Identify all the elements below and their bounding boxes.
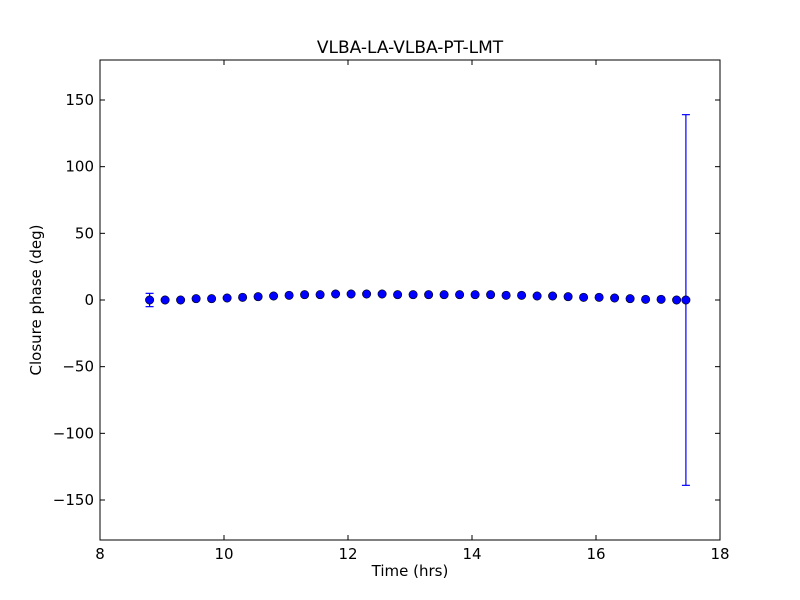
data-point <box>486 290 496 300</box>
data-point <box>579 292 589 302</box>
data-point <box>563 292 573 302</box>
x-tick-label: 18 <box>710 545 729 563</box>
data-point <box>222 293 232 303</box>
y-tick-label: −150 <box>53 491 94 509</box>
data-point <box>625 294 635 304</box>
data-point <box>594 292 604 302</box>
data-point <box>300 290 310 300</box>
y-tick-label: 100 <box>65 158 94 176</box>
y-tick-label: −100 <box>53 424 94 442</box>
data-point <box>672 295 682 305</box>
x-tick-label: 14 <box>462 545 481 563</box>
x-tick-label: 12 <box>338 545 357 563</box>
y-tick-label: 50 <box>75 224 94 242</box>
data-point <box>284 290 294 300</box>
data-point <box>517 290 527 300</box>
y-tick-label: 0 <box>84 291 94 309</box>
data-marks <box>145 114 691 486</box>
chart-title: VLBA-LA-VLBA-PT-LMT <box>317 38 504 58</box>
data-point <box>681 295 691 305</box>
data-point <box>439 290 449 300</box>
x-tick-label: 16 <box>586 545 605 563</box>
data-point <box>610 293 620 303</box>
y-tick-label: 150 <box>65 91 94 109</box>
data-point <box>331 289 341 299</box>
data-point <box>501 290 511 300</box>
data-point <box>548 291 558 301</box>
data-point <box>207 294 217 304</box>
x-axis-ticks: 8 10 12 14 16 18 <box>95 60 730 563</box>
x-axis-label: Time (hrs) <box>371 562 449 580</box>
data-point <box>269 291 279 301</box>
data-point <box>315 290 325 300</box>
data-point <box>641 294 651 304</box>
data-point <box>455 290 465 300</box>
data-point <box>346 289 356 299</box>
data-point <box>253 292 263 302</box>
data-point <box>470 290 480 300</box>
data-point <box>377 289 387 299</box>
data-point <box>176 295 186 305</box>
x-tick-label: 10 <box>214 545 233 563</box>
y-axis-label: Closure phase (deg) <box>27 225 45 376</box>
data-point <box>160 295 170 305</box>
data-point <box>393 290 403 300</box>
y-tick-label: −50 <box>62 358 94 376</box>
x-tick-label: 8 <box>95 545 105 563</box>
data-point <box>656 294 666 304</box>
y-axis-ticks: −150 −100 −50 0 50 100 150 <box>53 91 720 509</box>
data-point <box>532 291 542 301</box>
data-point <box>424 290 434 300</box>
data-point <box>362 289 372 299</box>
data-point <box>238 292 248 302</box>
data-point <box>191 294 201 304</box>
data-point <box>408 290 418 300</box>
data-point <box>145 295 155 305</box>
